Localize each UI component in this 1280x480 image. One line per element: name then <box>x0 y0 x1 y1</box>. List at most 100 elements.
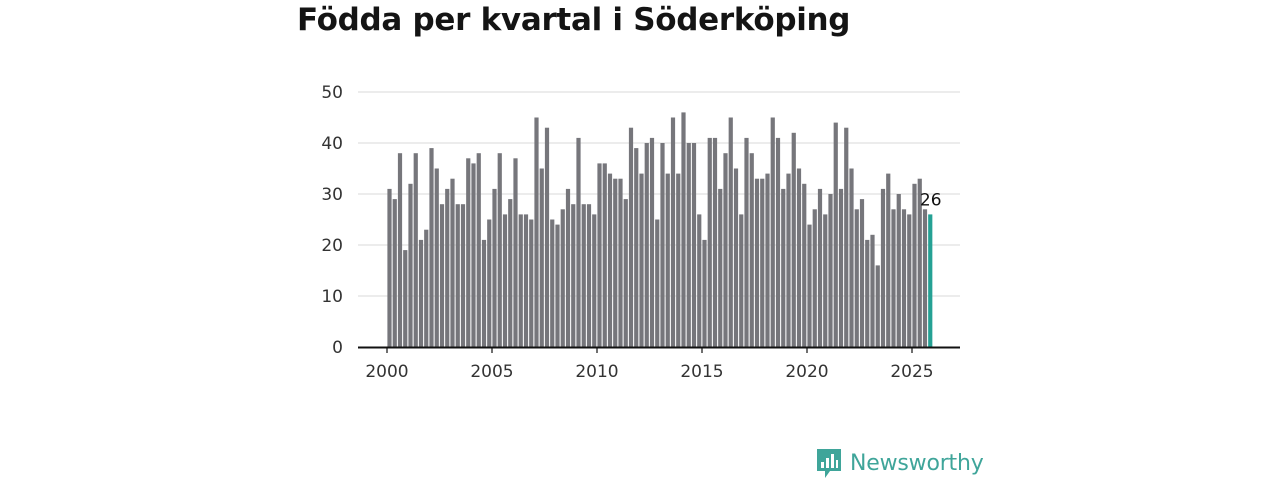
bar <box>770 117 775 347</box>
bar <box>576 137 581 347</box>
bar <box>523 214 529 347</box>
bar <box>786 173 791 347</box>
bar <box>602 163 607 347</box>
bar <box>697 214 702 347</box>
bar <box>870 234 875 347</box>
bar <box>518 214 523 347</box>
bar <box>634 148 639 347</box>
bar <box>397 153 403 347</box>
bar <box>723 153 728 347</box>
bar-highlighted <box>928 214 933 347</box>
y-tick-label: 50 <box>321 83 343 103</box>
bar <box>550 219 555 347</box>
bar <box>492 188 497 347</box>
bar <box>460 204 466 347</box>
bar <box>628 127 634 347</box>
x-tick-label: 2015 <box>680 362 723 382</box>
bar <box>744 137 749 347</box>
bar <box>891 209 896 347</box>
bar <box>707 137 712 347</box>
bar <box>802 183 807 347</box>
bar <box>733 168 739 347</box>
bar <box>728 117 733 347</box>
x-tick-label: 2005 <box>470 362 513 382</box>
bar <box>513 158 518 347</box>
bar <box>718 188 723 347</box>
bar <box>655 219 660 347</box>
bar <box>649 137 655 347</box>
brand-name: Newsworthy <box>850 450 984 476</box>
y-tick-label: 0 <box>332 338 343 358</box>
y-tick-label: 30 <box>321 185 343 205</box>
bar <box>886 173 891 347</box>
bar <box>670 117 676 347</box>
bar <box>844 127 849 347</box>
bar <box>739 214 744 347</box>
bar <box>676 173 681 347</box>
bar <box>922 209 928 347</box>
bar <box>859 199 865 347</box>
bar <box>823 214 828 347</box>
bar <box>775 137 781 347</box>
bar <box>880 188 886 347</box>
bar <box>534 117 539 347</box>
bar <box>476 153 481 347</box>
bar <box>686 143 691 347</box>
bar <box>508 199 513 347</box>
x-tick-label: 2010 <box>575 362 618 382</box>
bar <box>812 209 817 347</box>
bar <box>828 194 833 347</box>
labels: 0 10 20 30 40 50 26 2000 2005 2010 2015 2020 2025 <box>321 83 941 382</box>
bar <box>418 239 424 347</box>
bar <box>791 132 796 347</box>
bar <box>607 173 613 347</box>
bar <box>555 224 560 347</box>
x-tick-label: 2000 <box>365 362 408 382</box>
y-tick-label: 10 <box>321 287 343 307</box>
bar <box>796 168 802 347</box>
bar <box>434 168 439 347</box>
bar <box>565 188 571 347</box>
bar <box>487 219 492 347</box>
bar <box>403 250 408 347</box>
bar-chart-speech-icon <box>817 449 841 478</box>
bar <box>455 204 460 347</box>
bar <box>865 239 870 347</box>
bar <box>760 178 765 347</box>
bar <box>838 188 844 347</box>
bar <box>896 194 901 347</box>
bar <box>712 137 718 347</box>
bar <box>529 219 534 347</box>
bar <box>586 204 592 347</box>
bar <box>754 178 760 347</box>
bar <box>781 188 786 347</box>
bar <box>639 173 644 347</box>
bar <box>901 209 907 347</box>
bars <box>387 112 933 348</box>
x-tick-label: 2020 <box>785 362 828 382</box>
bar <box>912 183 917 347</box>
bar <box>817 188 823 347</box>
bar <box>875 265 880 347</box>
bar <box>387 188 392 347</box>
axes <box>358 346 960 353</box>
bar <box>681 112 686 348</box>
bar <box>907 214 912 347</box>
bar <box>765 173 770 347</box>
bar <box>439 204 445 347</box>
x-tick-label: 2025 <box>890 362 933 382</box>
bar <box>581 204 586 347</box>
bar <box>592 214 597 347</box>
bar <box>833 122 838 347</box>
bar <box>571 204 576 347</box>
bar <box>660 143 665 347</box>
bar <box>623 199 628 347</box>
y-tick-label: 20 <box>321 236 343 256</box>
bar <box>644 143 649 347</box>
bar <box>471 163 476 347</box>
bar <box>917 178 922 347</box>
y-tick-label: 40 <box>321 134 343 154</box>
chart-title: Födda per kvartal i Söderköping <box>297 2 851 38</box>
bar <box>618 178 623 347</box>
